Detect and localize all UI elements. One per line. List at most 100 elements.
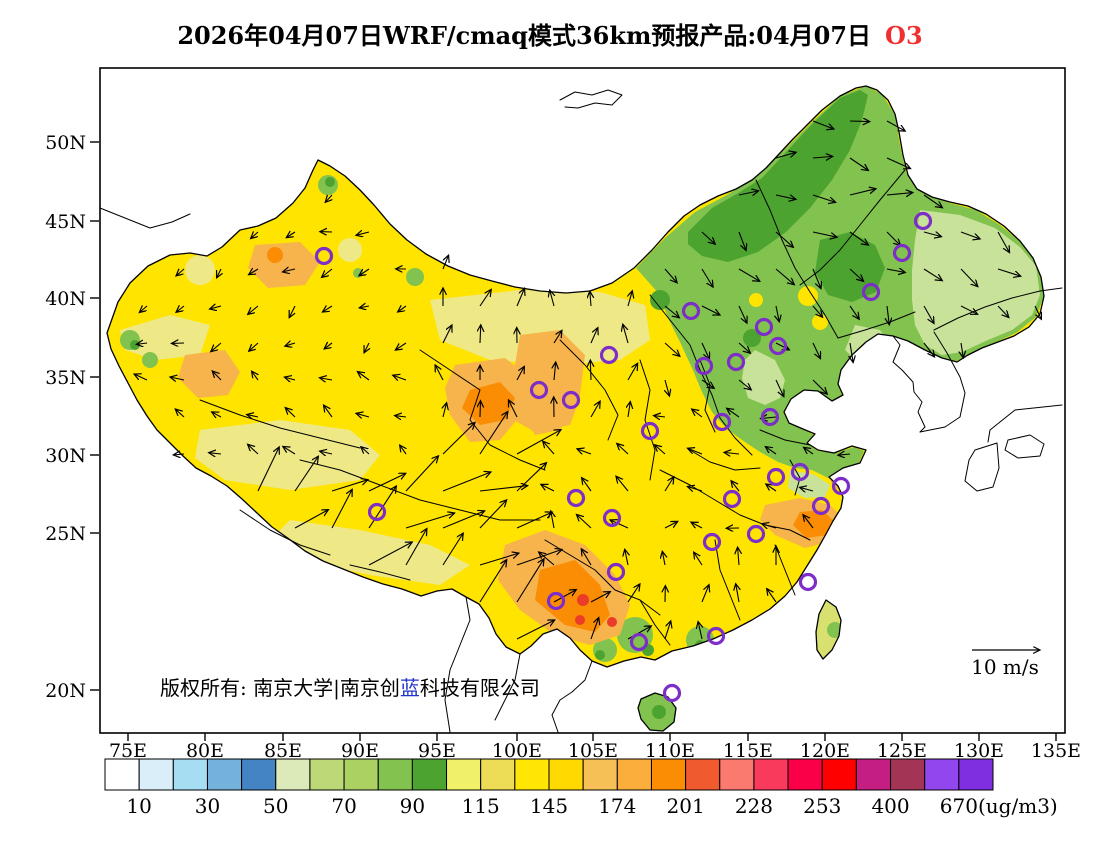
colorbar-value-label: 253 xyxy=(803,794,841,818)
city-marker xyxy=(768,336,788,356)
wind-arrow xyxy=(887,305,889,325)
wind-arrow xyxy=(331,480,368,492)
city-marker xyxy=(760,407,780,427)
city-marker xyxy=(640,421,660,441)
wind-arrow xyxy=(687,486,703,491)
wind-arrow xyxy=(442,255,449,270)
city-marker xyxy=(629,632,649,652)
lon-label: 115E xyxy=(723,740,773,762)
wind-arrow xyxy=(738,191,759,195)
wind-arrow xyxy=(1034,305,1041,319)
wind-arrow xyxy=(359,268,370,276)
wind-arrow xyxy=(551,511,554,529)
lat-label: 20N xyxy=(45,680,86,702)
wind-arrow xyxy=(294,510,328,529)
colorbar-cell xyxy=(924,758,960,791)
city-marker xyxy=(892,243,912,263)
wind-vector-field xyxy=(134,120,1041,640)
lon-label: 100E xyxy=(492,740,542,762)
lon-label: 90E xyxy=(341,740,379,762)
wind-arrow xyxy=(923,305,934,323)
wind-arrow xyxy=(581,549,592,566)
lon-label: 105E xyxy=(568,740,618,762)
wind-arrow xyxy=(479,289,491,307)
lat-label: 30N xyxy=(45,445,86,467)
wind-arrow xyxy=(539,552,555,566)
wind-arrow xyxy=(960,305,978,314)
wind-arrow xyxy=(294,456,318,492)
lon-label: 130E xyxy=(954,740,1004,762)
wind-arrow xyxy=(692,409,703,418)
wind-arrow xyxy=(664,621,671,640)
wind-arrow xyxy=(136,343,148,344)
wind-arrow xyxy=(322,306,333,312)
city-marker xyxy=(606,562,626,582)
wind-arrow xyxy=(701,585,709,603)
wind-arrow xyxy=(775,195,796,199)
wind-arrow xyxy=(812,268,821,289)
wind-arrow xyxy=(724,452,740,454)
wind-arrow xyxy=(516,559,544,603)
wind-arrow xyxy=(960,268,978,287)
wind-arrow xyxy=(285,343,296,346)
wind-arrow xyxy=(654,445,666,455)
wind-arrow xyxy=(738,231,746,251)
wind-arrow xyxy=(775,342,789,350)
wind-arrow xyxy=(289,305,296,318)
wind-arrow xyxy=(849,231,868,245)
wind-arrow xyxy=(886,231,901,246)
wind-arrow xyxy=(405,456,438,492)
wind-arrow xyxy=(617,443,629,455)
wind-arrow xyxy=(736,584,739,603)
wind-arrow xyxy=(627,584,640,603)
wind-arrow xyxy=(997,231,1010,253)
wind-arrow xyxy=(217,268,221,278)
colorbar-cell xyxy=(172,758,208,791)
wind-arrow xyxy=(923,232,941,237)
city-marker xyxy=(712,412,732,432)
wind-arrow xyxy=(516,430,561,455)
map-frame xyxy=(99,67,1066,734)
colorbar-cell xyxy=(650,758,687,791)
city-marker xyxy=(831,476,851,496)
copyright-part1: 版权所有: 南京大学|南京创 xyxy=(160,676,400,701)
wind-arrow xyxy=(212,371,222,381)
wind-arrow xyxy=(257,447,279,492)
wind-arrow xyxy=(210,306,222,309)
wind-arrow xyxy=(766,484,777,492)
wind-arrow xyxy=(516,288,525,307)
wind-arrow xyxy=(324,343,333,349)
colorbar-unit-label: (ug/m3) xyxy=(978,794,1058,818)
wind-arrow xyxy=(923,268,942,281)
lat-label: 50N xyxy=(45,132,86,154)
colorbar-cell xyxy=(241,758,277,791)
wind-arrow xyxy=(553,330,562,344)
neighbor-coastlines xyxy=(99,89,1063,733)
wind-arrow xyxy=(170,377,185,380)
wind-arrow xyxy=(849,121,870,122)
wind-arrow xyxy=(249,342,259,351)
wind-arrow xyxy=(727,408,740,418)
colorbar-cell xyxy=(480,758,516,791)
colorbar-value-label: 201 xyxy=(667,794,705,818)
colorbar-cell xyxy=(890,758,926,791)
colorbar-cell xyxy=(104,758,140,791)
wind-arrow xyxy=(590,401,600,418)
wind-arrow xyxy=(628,402,630,418)
wind-arrow xyxy=(393,375,407,380)
wind-arrow xyxy=(664,477,674,492)
wind-arrow xyxy=(664,521,678,529)
colorbar-value-label: 10 xyxy=(126,794,151,818)
wind-arrow xyxy=(576,514,592,529)
city-marker xyxy=(706,626,726,646)
wind-arrow xyxy=(627,363,638,381)
wind-arrow xyxy=(800,487,814,491)
lon-label: 135E xyxy=(1031,740,1081,762)
wind-arrow xyxy=(812,120,834,129)
wind-arrow xyxy=(248,305,259,314)
wind-arrow xyxy=(516,620,555,640)
wind-arrow xyxy=(738,379,751,390)
wind-arrow xyxy=(775,231,793,247)
wind-arrow xyxy=(286,232,296,238)
